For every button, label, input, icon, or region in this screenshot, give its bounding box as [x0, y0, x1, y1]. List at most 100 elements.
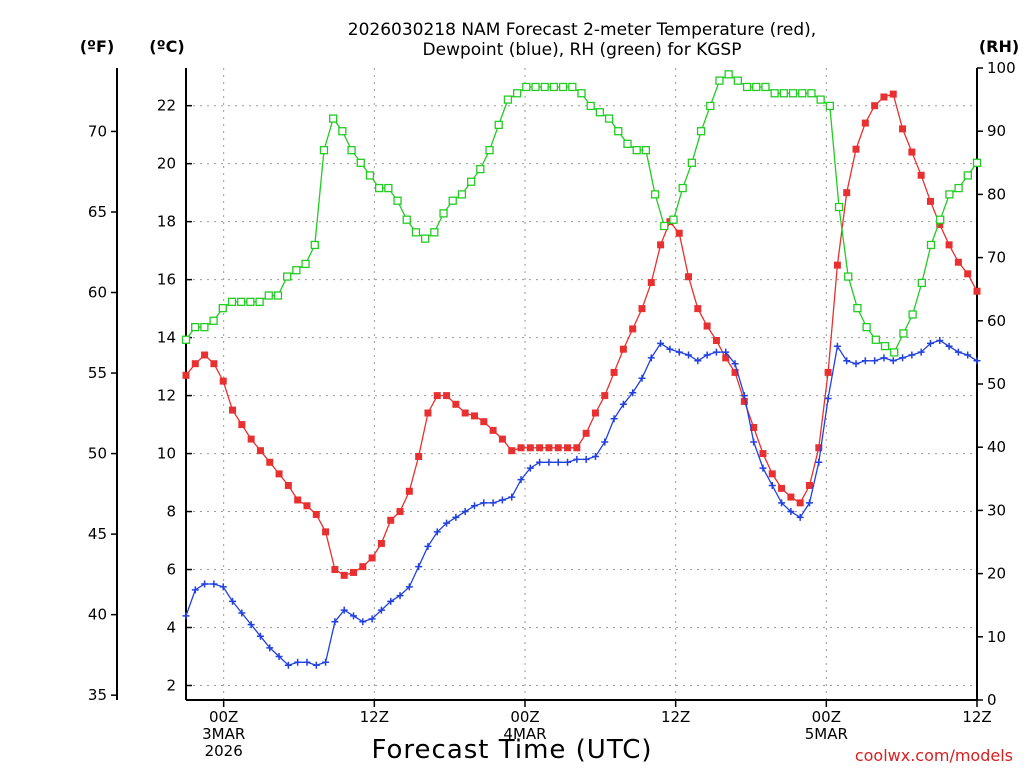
- rh-point: [761, 82, 770, 92]
- dewpoint-point: [778, 499, 786, 507]
- temperature-point: [843, 189, 851, 197]
- rh-point: [255, 297, 264, 306]
- dewpoint-point: [275, 653, 283, 661]
- temperature-point: [787, 493, 795, 501]
- temperature-point: [433, 392, 441, 400]
- temperature-point: [331, 566, 339, 574]
- dewpoint-point: [629, 389, 637, 397]
- temperature-point: [182, 371, 190, 379]
- temperature-point: [703, 322, 711, 330]
- dewpoint-point: [787, 508, 795, 516]
- rh-tick-label: 0: [987, 691, 997, 709]
- dewpoint-point: [424, 542, 432, 550]
- dewpoint-point: [843, 357, 851, 365]
- temperature-point: [238, 421, 246, 429]
- rh-point: [926, 240, 936, 250]
- dewpoint-point: [564, 458, 572, 466]
- dewpoint-point: [852, 360, 860, 368]
- rh-point: [319, 146, 329, 155]
- temperature-point: [591, 409, 599, 417]
- dewpoint-point: [675, 348, 683, 356]
- temperature-point: [880, 93, 888, 101]
- chart-title-line1: 2026030218 NAM Forecast 2-meter Temperat…: [348, 20, 816, 40]
- temperature-point: [815, 444, 823, 452]
- temperature-point: [833, 261, 841, 269]
- rh-point: [329, 114, 338, 123]
- dewpoint-point: [256, 632, 264, 640]
- x-tick-label: 12Z: [661, 708, 690, 726]
- temperature-point: [517, 444, 525, 452]
- rh-point: [494, 120, 503, 130]
- dewpoint-point: [238, 609, 246, 617]
- dewpoint-point: [415, 563, 423, 571]
- temperature-point: [899, 125, 907, 133]
- dewpoint-point: [536, 458, 544, 466]
- dewpoint-point: [889, 357, 897, 365]
- rh-point: [283, 272, 292, 281]
- rh-point: [246, 297, 255, 306]
- temperature-point: [731, 368, 739, 376]
- rh-point: [292, 266, 301, 275]
- rh-point: [945, 190, 954, 199]
- rh-point: [577, 89, 586, 98]
- rh-point: [853, 304, 862, 313]
- rh-point: [742, 82, 752, 92]
- temperature-point: [601, 392, 609, 400]
- temperature-point: [694, 305, 702, 313]
- rh-point: [420, 234, 430, 243]
- x-tick-label: 00Z: [812, 708, 841, 726]
- dewpoint-point: [508, 493, 516, 501]
- dewpoint-point: [768, 481, 776, 489]
- rh-point: [788, 89, 798, 98]
- dewpoint-point: [368, 615, 376, 623]
- celsius-unit-label: (ºC): [149, 37, 184, 56]
- rh-point: [641, 146, 651, 155]
- tick-labels: 2 4 6 8 10 12 14 16 18 20 22 35 40 45 50 55 60 65 70 0 10 20 3…: [88, 59, 1016, 760]
- temperature-point: [908, 148, 916, 156]
- temperature-point: [759, 450, 767, 458]
- rh-point: [623, 139, 632, 148]
- rh-tick-label: 20: [987, 565, 1006, 583]
- dewpoint-point: [340, 606, 348, 614]
- rh-point: [724, 70, 733, 79]
- dewpoint-point: [489, 499, 497, 507]
- rh-point: [466, 177, 476, 186]
- rh-point: [807, 89, 816, 98]
- credit-link[interactable]: coolwx.com/models: [855, 746, 1013, 765]
- dewpoint-point: [871, 357, 879, 365]
- rh-point: [733, 76, 743, 85]
- dewpoint-point: [722, 348, 730, 356]
- rh-point: [384, 183, 393, 193]
- dewpoint-point: [805, 499, 813, 507]
- rh-point: [899, 329, 908, 338]
- rh-point: [779, 89, 788, 98]
- dewpoint-point: [294, 658, 302, 666]
- fahrenheit-tick-label: 45: [88, 525, 107, 543]
- rh-point: [200, 322, 209, 332]
- rh-point: [457, 190, 467, 199]
- rh-point: [375, 183, 384, 193]
- dewpoint-point: [284, 661, 292, 669]
- dewpoint-point: [331, 618, 339, 626]
- rh-point: [936, 215, 945, 224]
- temperature-point: [954, 258, 962, 266]
- rh-point: [191, 322, 200, 332]
- dewpoint-point: [926, 339, 934, 347]
- celsius-tick-label: 10: [157, 445, 176, 463]
- rh-point: [301, 259, 310, 269]
- temperature-point: [712, 337, 720, 345]
- dewpoint-point: [647, 354, 655, 362]
- rh-point: [549, 82, 559, 92]
- dewpoint-point: [545, 458, 553, 466]
- rh-tick-label: 40: [987, 438, 1006, 456]
- temperature-point: [322, 528, 330, 536]
- dewpoint-point: [303, 658, 311, 666]
- celsius-tick-label: 18: [157, 213, 176, 231]
- x-tick-label: 3MAR: [202, 725, 245, 743]
- dewpoint-point: [201, 580, 209, 588]
- rh-point: [678, 183, 687, 193]
- dewpoint-point: [433, 528, 441, 536]
- rh-point: [512, 89, 522, 98]
- rh-tick-label: 100: [987, 59, 1016, 77]
- fahrenheit-tick-label: 60: [88, 284, 107, 302]
